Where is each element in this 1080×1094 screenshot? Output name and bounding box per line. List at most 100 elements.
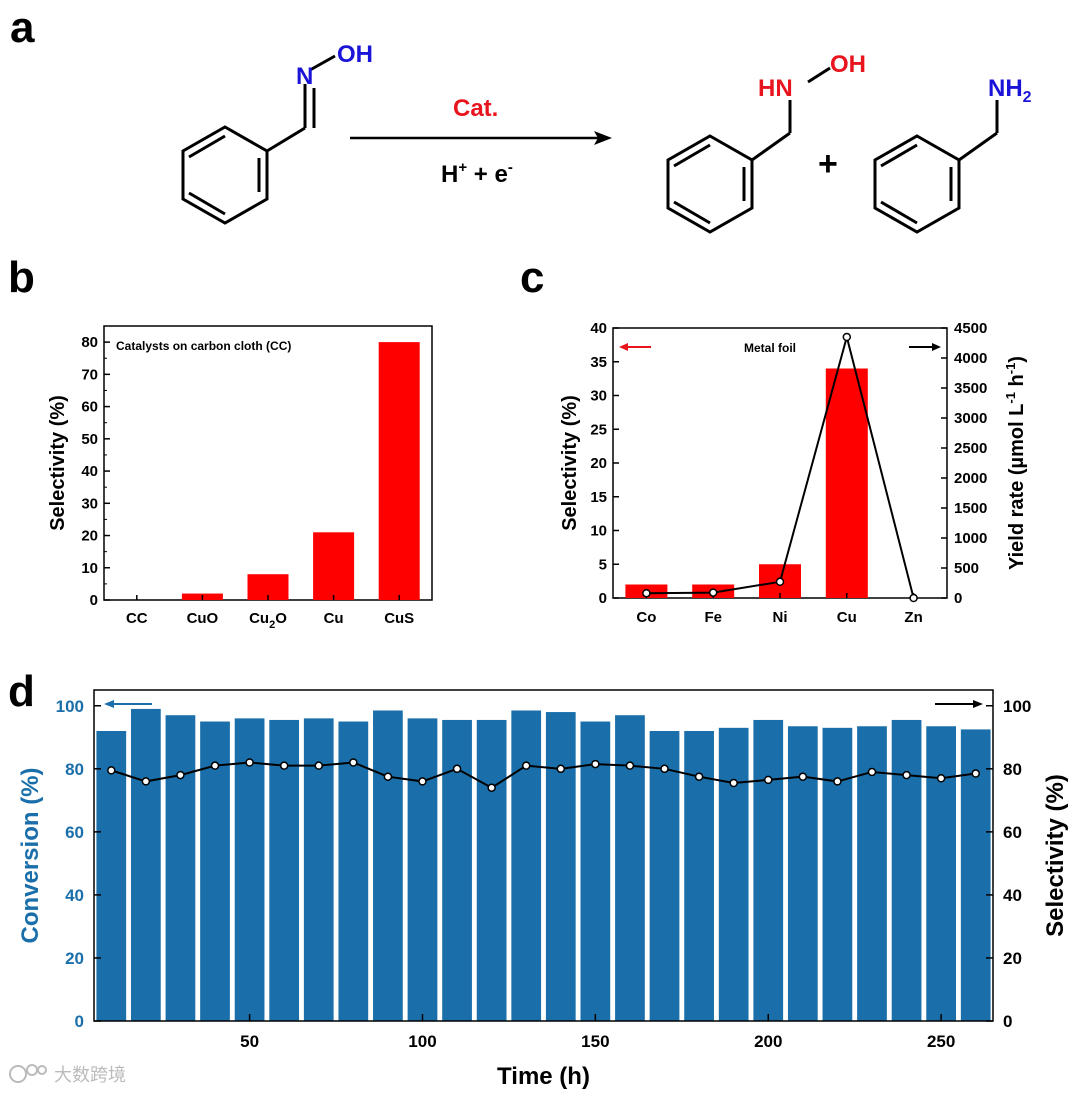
selectivity-point-d-250 — [936, 774, 946, 783]
conversion-bar-d-50 — [234, 718, 265, 1021]
product2-sub: 2 — [1023, 89, 1032, 106]
conversion-bar-d-140 — [545, 712, 576, 1021]
x-axis-title-d: Time (h) — [497, 1063, 590, 1090]
left-arrowhead-c — [619, 343, 628, 351]
panel-label-b: b — [8, 253, 35, 302]
selectivity-point-d-170 — [660, 764, 669, 774]
y-right-tick-label-d: 40 — [1003, 886, 1022, 905]
y-left-tick-label-d: 40 — [65, 886, 84, 905]
y-right-tick-label-c: 0 — [954, 590, 962, 607]
conditions-label: H+ + e- — [441, 159, 513, 188]
x-label-main: Cu — [249, 610, 269, 627]
chart-c: 0 5 10 15 20 25 30 35 40 0 500 1000 1500 2000 2500 3000… — [559, 320, 1028, 626]
selectivity-point-d-100 — [418, 777, 427, 786]
selectivity-point-d-50 — [245, 758, 254, 767]
y-right-tick-label-c: 4000 — [954, 350, 987, 367]
selectivity-point-d-40 — [210, 761, 220, 770]
y-axis-title-b: Selectivity (%) — [47, 395, 69, 531]
product2-nh2-label: NH2 — [988, 75, 1032, 106]
catalyst-label: Cat. — [453, 95, 498, 122]
selectivity-point-d-90 — [383, 772, 393, 781]
conditions-h: H — [441, 161, 458, 188]
y-right-axis-title-c: Yield rate (µmol L-1 h-1) — [1003, 356, 1028, 570]
x-label-main: CC — [126, 610, 148, 627]
y-left-tick-label-d: 0 — [75, 1012, 84, 1031]
x-tick-label-d: 250 — [927, 1032, 955, 1051]
benzene-ring-product1 — [666, 66, 831, 234]
y-left-tick-label-c: 40 — [590, 320, 607, 337]
selectivity-point-d-130 — [521, 761, 531, 770]
yield-point-c-Cu — [842, 332, 852, 342]
selectivity-point-d-200 — [764, 775, 773, 785]
conversion-bar-d-190 — [718, 727, 749, 1021]
x-label-main: Cu — [324, 610, 344, 627]
x-tick-label-d: 150 — [581, 1032, 609, 1051]
yield-title-main: Yield rate (µmol L — [1006, 404, 1028, 570]
selectivity-point-d-160 — [625, 761, 635, 770]
x-tick-label-d: 200 — [754, 1032, 782, 1051]
y-tick-label-b: 50 — [81, 431, 98, 448]
conversion-bar-d-60 — [269, 719, 300, 1021]
y-right-tick-label-d: 100 — [1003, 697, 1031, 716]
selectivity-point-d-140 — [556, 764, 566, 774]
conversion-bar-d-240 — [891, 719, 922, 1021]
conditions-plus-sup: + — [458, 159, 467, 176]
yield-title-sup1: -1 — [1003, 392, 1018, 404]
annotation-c: Metal foil — [744, 341, 796, 355]
watermark-text: 大数跨境 — [54, 1065, 126, 1086]
conversion-bar-d-170 — [649, 730, 680, 1021]
selectivity-point-d-210 — [798, 772, 808, 781]
x-label-main: CuS — [384, 610, 414, 627]
panel-label-d: d — [8, 667, 35, 716]
y-right-tick-label-c: 2000 — [954, 470, 987, 487]
right-arrowhead-c — [932, 343, 941, 351]
conversion-bar-d-120 — [476, 719, 507, 1021]
x-tick-label-d: 50 — [240, 1032, 259, 1051]
y-tick-label-b: 40 — [81, 463, 98, 480]
selectivity-line-d — [110, 761, 976, 789]
bar-c-Cu — [825, 368, 868, 598]
conversion-bar-d-100 — [407, 718, 438, 1021]
y-right-tick-label-c: 3000 — [954, 410, 987, 427]
x-tick-label-b-CC: CC — [126, 610, 148, 627]
selectivity-point-d-80 — [349, 758, 358, 767]
y-left-tick-label-c: 10 — [590, 523, 607, 540]
y-left-tick-label-c: 5 — [599, 556, 607, 573]
conversion-bar-d-220 — [822, 727, 853, 1021]
reaction-arrow — [350, 131, 612, 145]
yield-point-c-Zn — [909, 593, 918, 603]
y-tick-label-b: 20 — [81, 528, 98, 545]
y-right-tick-label-c: 2500 — [954, 440, 987, 457]
product1-hn-label: HN — [758, 75, 793, 102]
y-right-tick-label-c: 3500 — [954, 380, 987, 397]
y-left-tick-label-c: 30 — [590, 388, 607, 405]
x-label-sub: 2 — [269, 619, 275, 631]
x-tick-label-c-Cu: Cu — [837, 609, 857, 626]
conversion-bar-d-30 — [165, 715, 196, 1021]
y-left-tick-label-c: 20 — [590, 455, 607, 472]
selectivity-point-d-110 — [452, 764, 462, 774]
yield-point-c-Ni — [775, 577, 785, 587]
x-tick-label-c-Fe: Fe — [704, 609, 722, 626]
y-right-tick-label-c: 4500 — [954, 320, 987, 337]
x-label-main: CuO — [187, 610, 219, 627]
x-tick-label-b-CuO: CuO — [187, 610, 219, 627]
y-right-tick-label-d: 20 — [1003, 949, 1022, 968]
conditions-rest: + e — [467, 161, 508, 188]
product1-oh-label: OH — [830, 51, 866, 78]
plot-frame-c — [612, 327, 948, 599]
panel-label-c: c — [520, 253, 544, 302]
conversion-bar-d-250 — [926, 726, 957, 1021]
selectivity-point-d-220 — [833, 777, 842, 786]
conversion-bar-d-210 — [787, 726, 818, 1021]
right-arrowhead-d — [973, 700, 983, 708]
watermark: 大数跨境 — [9, 1064, 126, 1086]
reactant-n-label: N — [296, 63, 313, 90]
y-left-tick-label-c: 25 — [590, 421, 607, 438]
selectivity-point-d-120 — [487, 783, 496, 792]
chart-title-b: Catalysts on carbon cloth (CC) — [116, 339, 291, 353]
y-right-axis-title-d: Selectivity (%) — [1042, 774, 1069, 937]
y-right-tick-label-c: 1500 — [954, 500, 987, 517]
